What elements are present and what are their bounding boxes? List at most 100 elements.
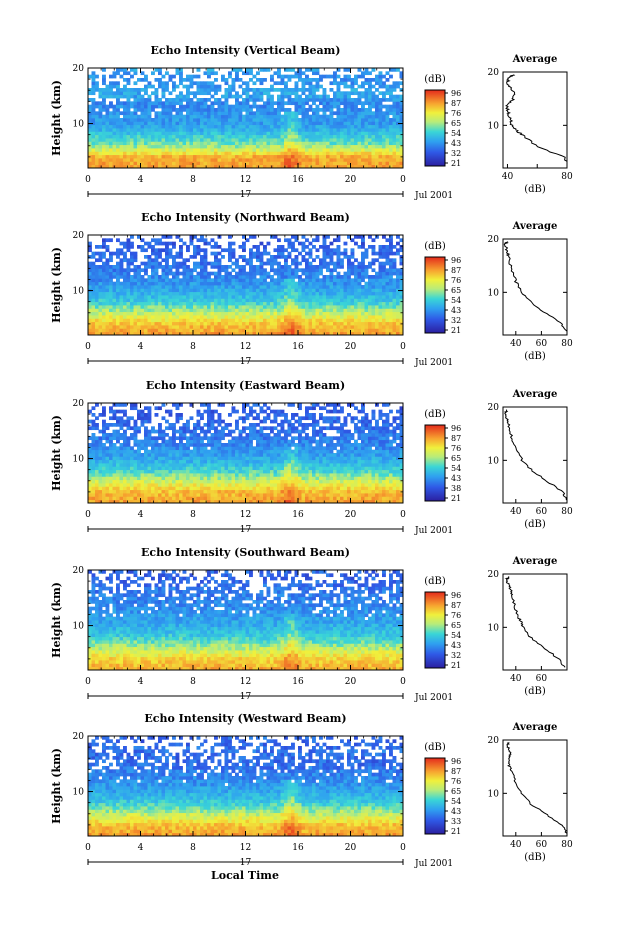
heatmap-cell xyxy=(333,248,337,253)
heatmap-cell xyxy=(179,94,183,99)
heatmap-cell xyxy=(154,258,159,263)
heatmap-cell xyxy=(382,138,386,142)
heatmap-cell xyxy=(154,121,159,126)
heatmap-cell xyxy=(270,318,274,323)
heatmap-cell xyxy=(109,305,113,309)
heatmap-cell xyxy=(354,258,358,263)
heatmap-cell xyxy=(144,111,148,116)
heatmap-cell xyxy=(284,128,288,132)
heatmap-cell xyxy=(175,295,180,299)
heatmap-cell xyxy=(291,288,295,293)
heatmap-cell xyxy=(399,141,404,146)
heatmap-cell xyxy=(263,131,267,136)
heatmap-cell xyxy=(319,301,323,306)
heatmap-cell xyxy=(144,255,148,259)
heatmap-cell xyxy=(256,298,260,303)
heatmap-cell xyxy=(280,278,285,283)
heatmap-cell xyxy=(280,308,285,313)
heatmap-cell xyxy=(280,281,285,286)
heatmap-cell xyxy=(354,91,358,96)
heatmap-cell xyxy=(238,328,243,333)
heatmap-cell xyxy=(305,291,309,296)
heatmap-cell xyxy=(140,275,145,279)
heatmap-cell xyxy=(389,238,393,243)
heatmap-cell xyxy=(242,161,246,166)
heatmap-cell xyxy=(147,81,152,86)
avg-y-tick-label: 10 xyxy=(488,288,500,298)
heatmap-cell xyxy=(256,144,260,149)
heatmap-cell xyxy=(235,138,239,142)
heatmap-cell xyxy=(182,285,187,289)
heatmap-cell xyxy=(284,158,288,162)
heatmap-cell xyxy=(91,138,96,142)
heatmap-cell xyxy=(270,255,274,259)
heatmap-cell xyxy=(88,128,92,132)
heatmap-cell xyxy=(336,74,341,79)
heatmap-cell xyxy=(203,265,208,269)
heatmap-cell xyxy=(287,141,292,146)
heatmap-cell xyxy=(147,321,152,326)
heatmap-cell xyxy=(102,271,106,276)
heatmap-cell xyxy=(102,91,106,96)
heatmap-cell xyxy=(319,118,323,122)
heatmap-cell xyxy=(224,268,229,273)
heatmap-cell xyxy=(224,265,229,269)
heatmap-cell xyxy=(378,331,383,336)
panel-title: Echo Intensity (Eastward Beam) xyxy=(146,379,345,392)
heatmap-cell xyxy=(312,78,316,82)
heatmap-cell xyxy=(203,81,208,86)
heatmap-cell xyxy=(291,275,295,279)
heatmap-cell xyxy=(88,295,92,299)
heatmap-cell xyxy=(291,68,295,72)
heatmap-cell xyxy=(102,128,106,132)
heatmap-cell xyxy=(298,151,302,156)
heatmap-cell xyxy=(361,305,365,309)
heatmap-cell xyxy=(312,301,316,306)
heatmap-cell xyxy=(123,271,127,276)
heatmap-cell xyxy=(378,108,383,112)
heatmap-cell xyxy=(186,308,190,313)
heatmap-cell xyxy=(172,245,176,249)
heatmap-cell xyxy=(168,311,173,316)
heatmap-cell xyxy=(266,318,271,323)
heatmap-cell xyxy=(354,74,358,79)
heatmap-cell xyxy=(368,151,372,156)
heatmap-cell xyxy=(368,261,372,266)
heatmap-cell xyxy=(319,121,323,126)
heatmap-cell xyxy=(189,84,194,89)
heatmap-cell xyxy=(312,131,316,136)
heatmap-cell xyxy=(217,271,222,276)
heatmap-cell xyxy=(270,278,274,283)
heatmap-cell xyxy=(252,81,257,86)
heatmap-cell xyxy=(350,114,355,119)
heatmap-cell xyxy=(298,496,302,501)
heatmap-cell xyxy=(322,288,327,293)
heatmap-cell xyxy=(350,291,355,296)
heatmap-cell xyxy=(140,121,145,126)
heatmap-cell xyxy=(151,311,155,316)
heatmap-cell xyxy=(277,98,281,102)
heatmap-cell xyxy=(196,128,201,132)
heatmap-cell xyxy=(368,328,372,333)
heatmap-cell xyxy=(207,271,211,276)
heatmap-cell xyxy=(238,108,243,112)
heatmap-cell xyxy=(354,278,358,283)
x-tick-label: 0 xyxy=(85,342,91,352)
heatmap-cell xyxy=(168,496,173,501)
heatmap-cell xyxy=(368,295,372,299)
heatmap-cell xyxy=(200,158,204,162)
heatmap-cell xyxy=(161,315,166,319)
heatmap-cell xyxy=(168,144,173,149)
heatmap-cell xyxy=(333,98,337,102)
heatmap-cell xyxy=(130,258,134,263)
heatmap-cell xyxy=(375,128,379,132)
heatmap-cell xyxy=(144,121,148,126)
heatmap-cell xyxy=(214,496,218,501)
heatmap-cell xyxy=(361,308,365,313)
heatmap-cell xyxy=(280,78,285,82)
heatmap-cell xyxy=(91,251,96,256)
heatmap-cell xyxy=(130,288,134,293)
heatmap-cell xyxy=(98,311,103,316)
heatmap-cell xyxy=(308,285,313,289)
heatmap-cell xyxy=(368,101,372,106)
